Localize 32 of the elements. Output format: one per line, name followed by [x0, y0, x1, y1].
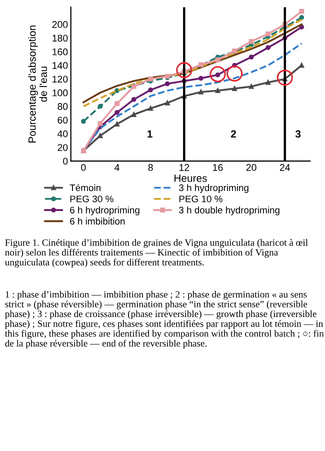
x-tick-label: 20 [246, 164, 256, 171]
y-tick-label: 0 [63, 158, 68, 165]
annotation: 2 [230, 130, 236, 138]
y-tick-label: 200 [52, 21, 68, 28]
text: 1 : phase d’imbibition — imbibition phase ; 2 : phase de germination « au sens strict » (phase réversible) — germination phase “in the strict sense” (reversible phase) ; 3 : phase de croissance (phase irréversible) — growth phase (irreversible phase) ; Sur notre figure, ces phases sont identifiées par rapport au lot témoin — in this figure, these phases are identified by comparison with the control batch ; ○: fin de la phase réversible — end of the reversible phase. [4, 290, 324, 349]
legend-label: PEG 10 % [179, 196, 222, 202]
x-tick-label: 16 [213, 164, 223, 171]
legend-label: 3 h hydropriming [179, 184, 248, 193]
y-tick-label: 140 [52, 62, 68, 69]
y-tick-label: 120 [52, 76, 68, 83]
legend-label: 6 h hydropriming [70, 206, 140, 216]
x-tick-label: 8 [148, 164, 153, 171]
y-tick-label: 20 [58, 144, 68, 151]
x-tick-label: 0 [81, 164, 86, 171]
y-tick-label: 160 [52, 48, 68, 56]
legend-label: PEG 30 % [70, 196, 114, 202]
y-tick-label: 40 [57, 130, 68, 138]
legend-label: 6 h imbibition [70, 218, 125, 225]
x-tick-label: 12 [179, 164, 190, 171]
y-tick-label: 180 [52, 34, 68, 42]
legend-label: Témoin [70, 184, 100, 192]
y-tick-label: 100 [52, 89, 68, 96]
x-tick-label: 24 [280, 164, 290, 171]
x-tick-label: 4 [114, 164, 120, 171]
y-axis-title: Pourcentage d'absorption de l'eau [28, 26, 48, 142]
annotation: 3 [295, 130, 301, 138]
annotation: 1 [148, 130, 152, 138]
y-tick-label: 80 [58, 103, 68, 110]
caption: Figure 1. Cinétique d’imbibition de graines de Vigna unguiculata (haricot à œil noir) selon les différents traitements — Kinectic of imbibition of Vigna unguiculata (cowpea) seeds for different treatments. [5, 239, 308, 268]
legend-label: 3 h double hydropriming [179, 206, 280, 216]
y-tick-label: 60 [58, 116, 68, 124]
x-axis-title: Heures [174, 174, 207, 182]
